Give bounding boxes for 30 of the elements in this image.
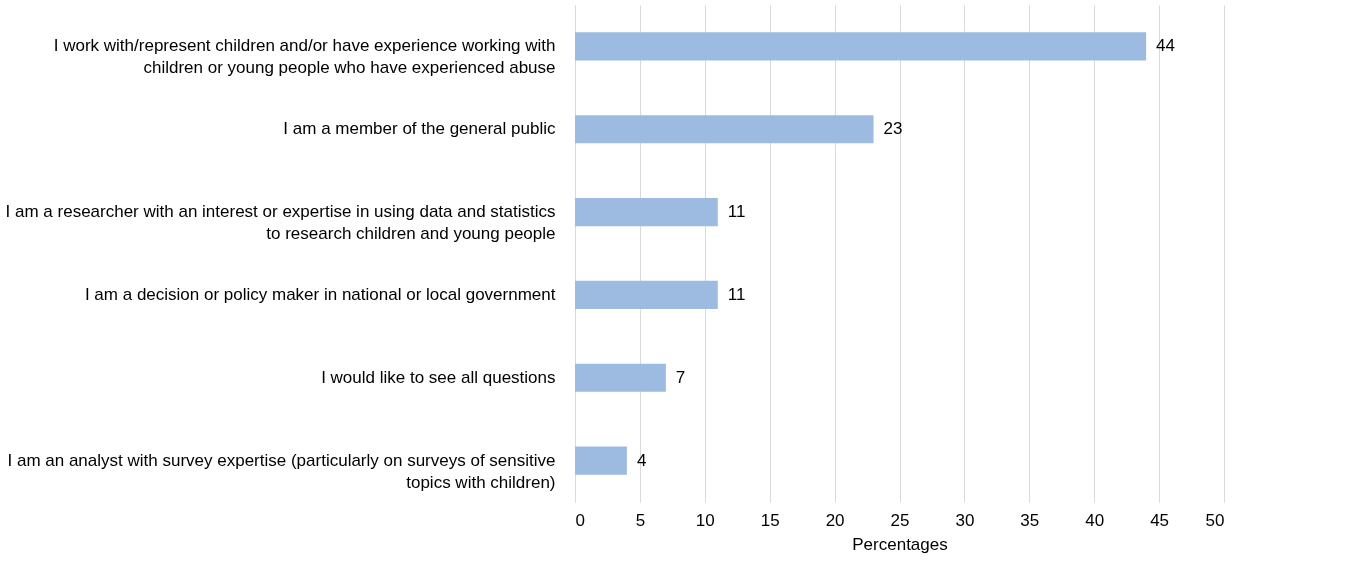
bar bbox=[575, 363, 666, 392]
x-tick-label: 45 bbox=[1150, 510, 1170, 530]
y-tick-label: I am a researcher with an interest or expertise in using data and statistics to research children and young people bbox=[5, 202, 556, 244]
x-tick-label: 0 bbox=[575, 510, 585, 530]
x-axis-title: Percentages bbox=[852, 534, 948, 554]
data-label: 4 bbox=[636, 450, 647, 470]
x-tick-label: 5 bbox=[635, 510, 646, 530]
x-tick-label: 10 bbox=[695, 510, 715, 530]
y-tick-label: I am an analyst with survey expertise (particularly on surveys of sensitive topics with children) bbox=[7, 450, 556, 492]
x-tick-label: 15 bbox=[760, 510, 780, 530]
x-tick-label: 40 bbox=[1085, 510, 1105, 530]
data-label: 11 bbox=[727, 284, 746, 304]
data-label: 7 bbox=[675, 367, 686, 387]
bar bbox=[575, 198, 718, 227]
data-label: 23 bbox=[883, 119, 903, 139]
y-tick-label: I would like to see all questions bbox=[321, 367, 556, 387]
y-tick-label: I work with/represent children and/or have experience working with children or young people who have experienced abuse bbox=[53, 36, 556, 78]
x-tick-label: 50 bbox=[1205, 510, 1225, 530]
x-tick-label: 25 bbox=[890, 510, 910, 530]
x-tick-label: 30 bbox=[955, 510, 975, 530]
bar bbox=[575, 32, 1147, 61]
y-tick-label: I am a decision or policy maker in national or local government bbox=[84, 284, 556, 304]
data-label: 44 bbox=[1156, 36, 1176, 56]
y-tick-label: I am a member of the general public bbox=[283, 119, 556, 139]
x-tick-label: 35 bbox=[1020, 510, 1040, 530]
bar bbox=[575, 115, 874, 144]
x-tick-label: 20 bbox=[825, 510, 845, 530]
bar bbox=[575, 446, 627, 475]
data-label: 11 bbox=[727, 202, 746, 222]
bar bbox=[575, 280, 718, 309]
